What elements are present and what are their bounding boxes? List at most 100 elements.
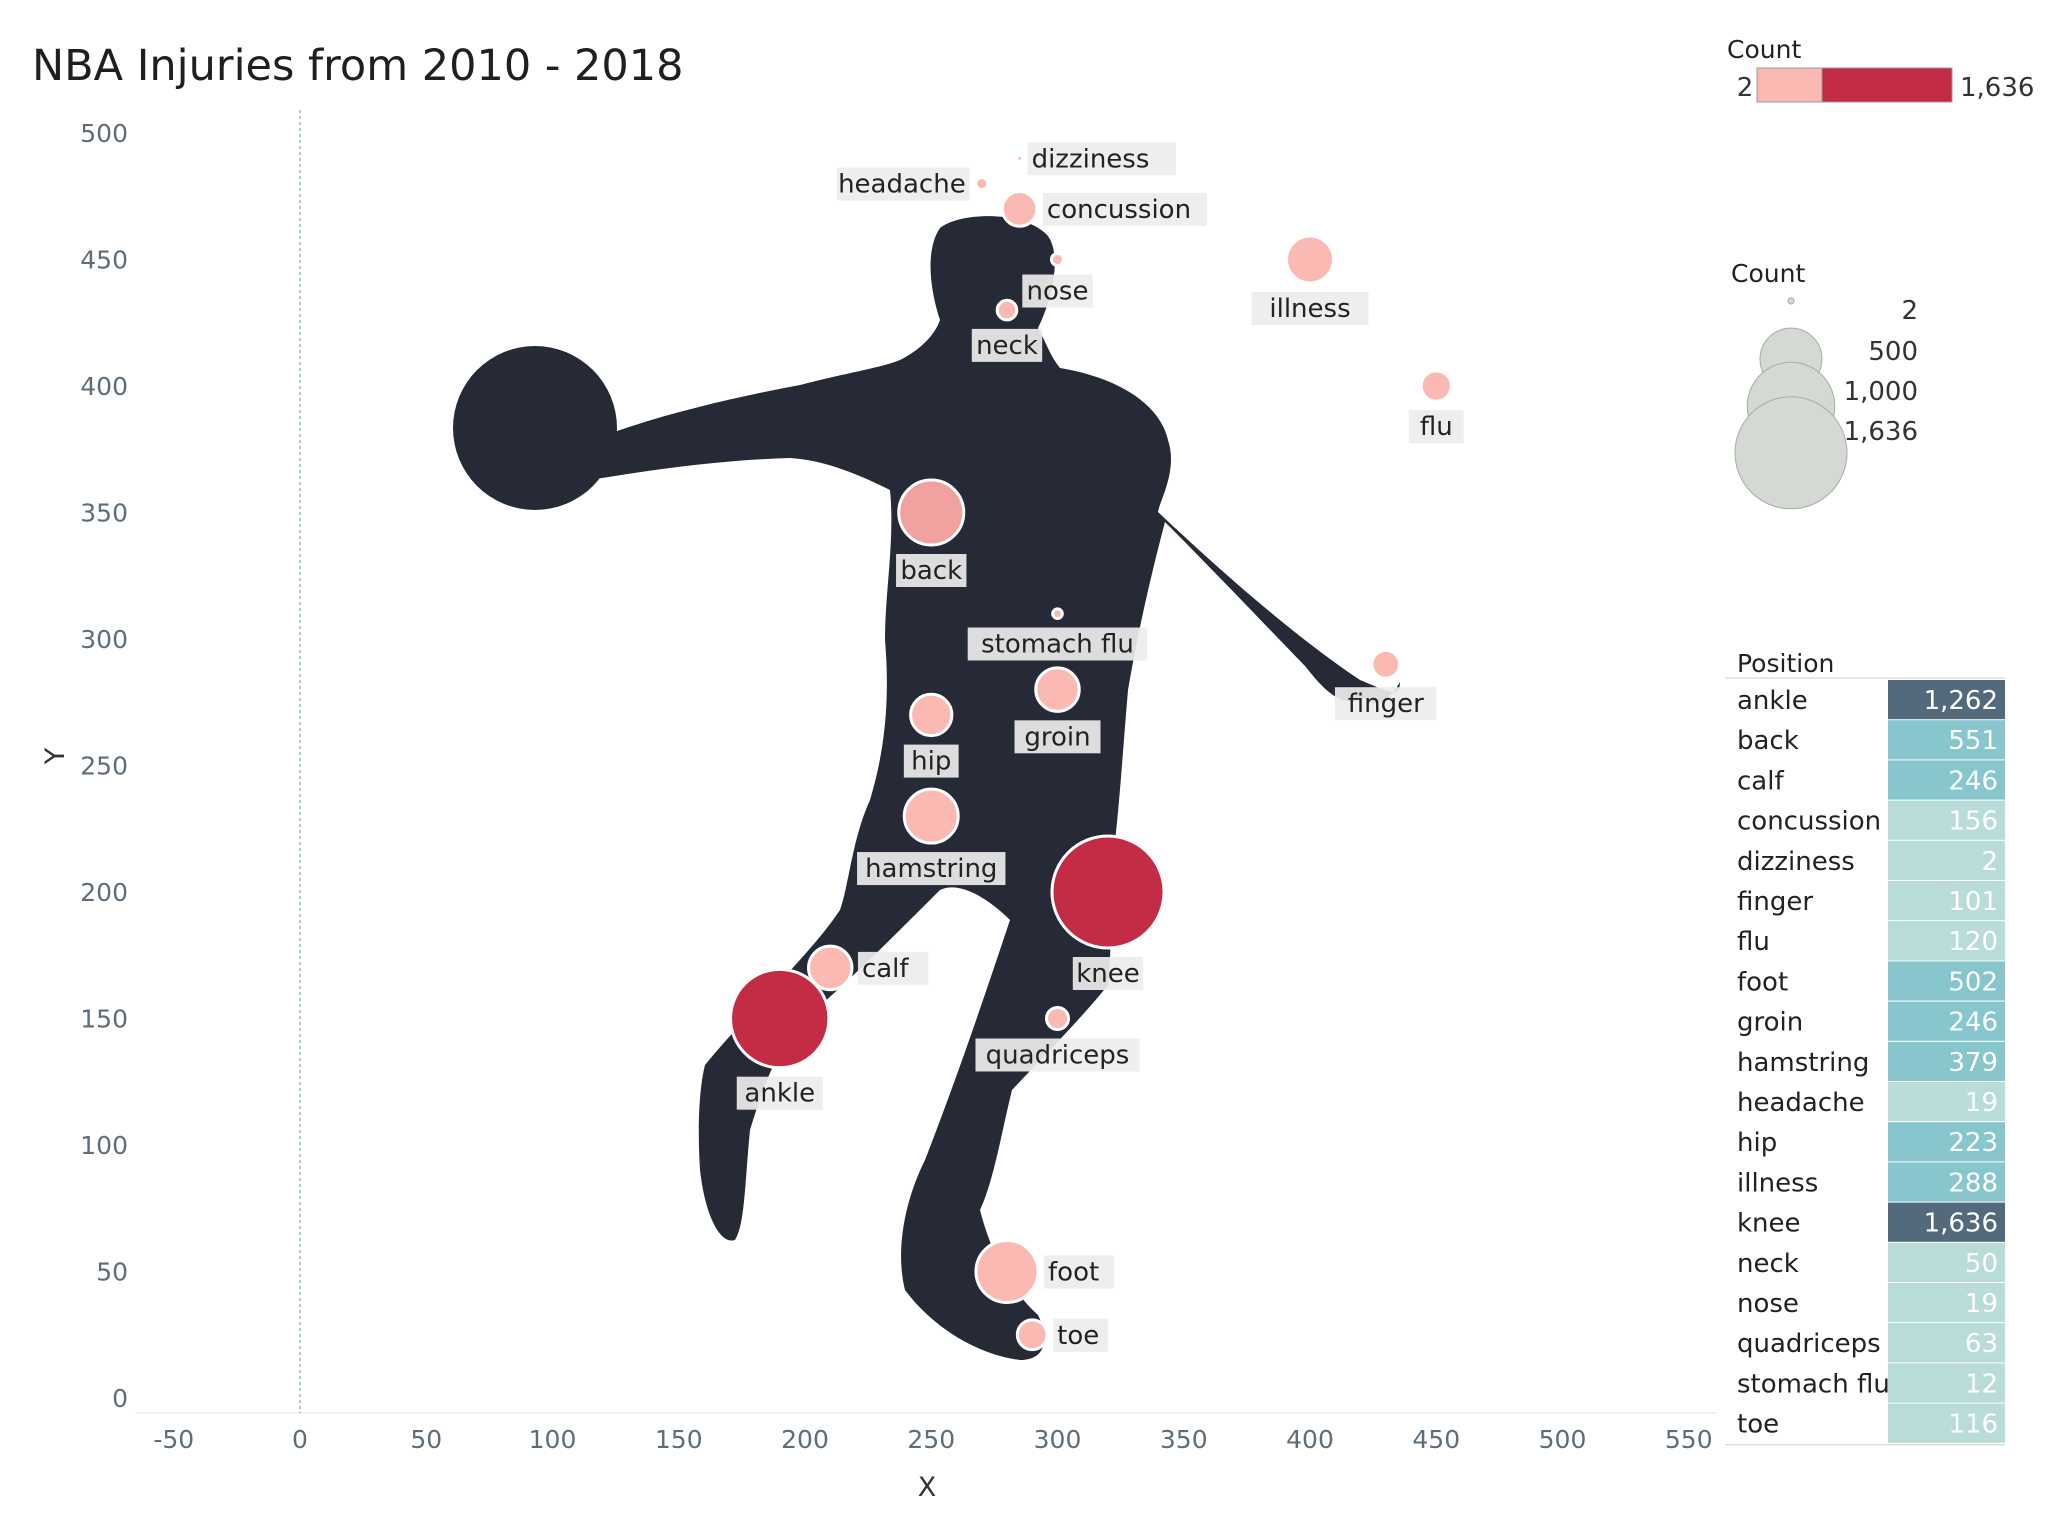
table-row-value: 379 [1948, 1048, 1998, 1078]
axes: -50 0 50 100 150 200 250 300 350 400 450 500 550 0 50 1… [40, 110, 1717, 1503]
table-value-cell [1888, 1403, 2005, 1443]
color-legend-low-swatch [1756, 67, 1823, 103]
table-row-name: illness [1737, 1168, 1818, 1198]
player-silhouette-image [453, 216, 1400, 1361]
table-row-value: 12 [1965, 1369, 1998, 1399]
point-label: hamstring [865, 854, 997, 884]
table-row-name: stomach flu [1737, 1369, 1890, 1399]
table-row-name: hamstring [1737, 1048, 1869, 1078]
table-row-name: knee [1737, 1209, 1801, 1239]
injury-point [995, 298, 1019, 322]
table-value-cell [1888, 1202, 2005, 1242]
color-legend-title: Count [1727, 35, 1801, 64]
table-row-value: 246 [1948, 1008, 1998, 1038]
table-value-cell [1888, 921, 2005, 961]
point-label-bg [736, 1076, 823, 1110]
table-row-name: dizziness [1737, 847, 1855, 877]
injury-point [902, 787, 960, 845]
x-tick-label: 200 [781, 1425, 829, 1454]
injury-point [909, 692, 954, 738]
table-value-cell [1888, 1323, 2005, 1363]
point-label-bg [1053, 1318, 1108, 1352]
table-value-cell [1888, 1001, 2005, 1041]
table-row-name: ankle [1737, 686, 1808, 716]
table-row-value: 19 [1965, 1088, 1998, 1118]
injury-point [729, 967, 831, 1070]
color-legend-min: 2 [1737, 73, 1754, 103]
y-tick-label: 150 [80, 1005, 128, 1034]
table-row-value: 246 [1948, 766, 1998, 796]
injury-point [897, 478, 966, 547]
table-value-cell [1888, 881, 2005, 921]
point-label-bg [975, 1038, 1140, 1072]
point-label: neck [976, 331, 1038, 361]
x-tick-label: 150 [655, 1425, 703, 1454]
y-tick-label: 400 [80, 372, 128, 401]
y-axis-title: Y [40, 747, 71, 765]
injury-point [1034, 666, 1081, 713]
table-row-name: concussion [1737, 807, 1881, 837]
y-tick-label: 50 [96, 1258, 128, 1287]
point-label: toe [1057, 1321, 1099, 1351]
table-value-cell [1888, 1041, 2005, 1081]
injury-point [1051, 607, 1064, 620]
point-label: back [900, 556, 962, 586]
injury-point [1015, 153, 1025, 163]
point-label: stomach flu [981, 629, 1134, 659]
point-label-bg [896, 553, 967, 587]
point-label-bg [1072, 957, 1144, 990]
chart-title: NBA Injuries from 2010 - 2018 [32, 41, 684, 91]
x-tick-label: 50 [410, 1425, 442, 1454]
point-label: knee [1076, 959, 1140, 989]
table-row-name: flu [1737, 927, 1770, 957]
table-row-name: hip [1737, 1128, 1777, 1158]
point-label: nose [1027, 277, 1089, 307]
point-label: ankle [744, 1079, 815, 1109]
table-value-cell [1888, 1242, 2005, 1282]
injury-point [1045, 1006, 1070, 1031]
point-label: quadriceps [986, 1040, 1130, 1070]
table-value-cell [1888, 1162, 2005, 1202]
data-points: dizziness headache concussion nose illness ne… [729, 142, 1464, 1352]
table-value-cell [1888, 760, 2005, 800]
point-label-bg [1251, 291, 1369, 325]
color-legend-high-swatch [1821, 67, 1953, 103]
point-label-bg [1014, 720, 1101, 754]
x-tick-label: 300 [1034, 1425, 1082, 1454]
y-tick-label: 250 [80, 752, 128, 781]
point-label-bg [857, 852, 1006, 886]
table-value-cell [1888, 1283, 2005, 1323]
x-axis-title: X [918, 1472, 937, 1503]
x-tick-label: 500 [1539, 1425, 1587, 1454]
table-row-name: neck [1737, 1249, 1799, 1279]
x-tick-label: 100 [529, 1425, 577, 1454]
x-tick-label: 250 [907, 1425, 955, 1454]
y-tick-label: 350 [80, 499, 128, 528]
injury-point [1050, 834, 1166, 950]
table-row-value: 288 [1948, 1168, 1998, 1198]
point-label: concussion [1047, 195, 1191, 225]
point-label: hip [911, 747, 951, 777]
table-row-value: 223 [1948, 1128, 1998, 1158]
table-row-value: 1,636 [1924, 1209, 1998, 1239]
x-tick-label: 450 [1412, 1425, 1460, 1454]
table-value-cell [1888, 961, 2005, 1001]
size-legend-label: 1,000 [1844, 377, 1918, 407]
color-legend-max: 1,636 [1960, 73, 2034, 103]
table-row-value: 551 [1948, 726, 1998, 756]
count-table: Position ankle 1,262 back 551 calf 246 concussi… [1725, 649, 2005, 1446]
y-tick-label: 500 [80, 119, 128, 148]
point-label-bg [967, 627, 1148, 661]
x-tick-label: -50 [153, 1425, 194, 1454]
table-value-cell [1888, 1122, 2005, 1162]
table-row-name: finger [1737, 887, 1813, 917]
injury-point [1049, 251, 1066, 268]
size-legend-circle [1787, 297, 1795, 305]
y-tick-label: 450 [80, 246, 128, 275]
point-label: foot [1048, 1258, 1099, 1288]
table-row-name: quadriceps [1737, 1329, 1881, 1359]
y-tick-label: 0 [112, 1384, 128, 1413]
table-value-cell [1888, 840, 2005, 880]
